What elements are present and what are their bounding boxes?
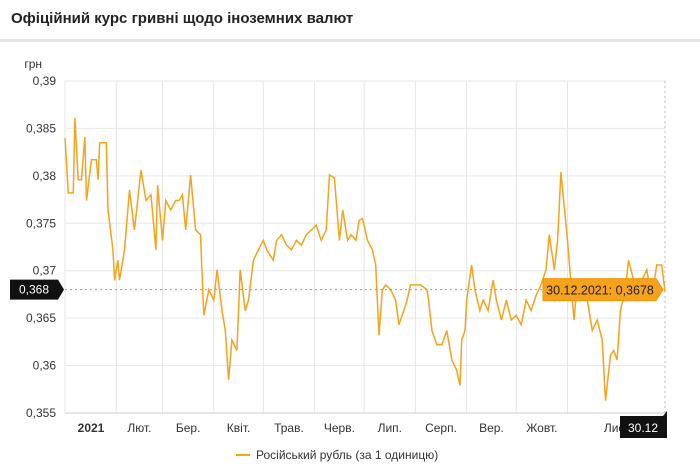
x-tick-label: Квіт.	[227, 421, 251, 435]
y-tick-label: 0,37	[33, 264, 57, 278]
x-crosshair-label-box	[620, 411, 667, 438]
x-tick-label: Жовт.	[526, 421, 557, 435]
y-tick-label: 0,375	[26, 216, 56, 230]
y-crosshair-label: 0,368	[19, 283, 49, 297]
x-tick-label: 2021	[78, 421, 105, 435]
x-crosshair-label: 30.12	[628, 421, 658, 435]
y-tick-label: 0,38	[33, 169, 57, 183]
x-tick-label: Вер.	[479, 421, 504, 435]
legend-swatch	[236, 454, 250, 456]
x-tick-label: Лют.	[127, 421, 151, 435]
x-tick-label: Серп.	[425, 421, 457, 435]
y-tick-label: 0,39	[33, 74, 57, 88]
y-tick-label: 0,365	[26, 311, 56, 325]
tooltip-text: 30.12.2021: 0,3678	[546, 284, 654, 298]
legend-item-rub[interactable]: Російський рубль (за 1 одиницю)	[236, 448, 438, 462]
x-tick-label: Бер.	[176, 421, 201, 435]
legend-label: Російський рубль (за 1 одиницю)	[256, 448, 439, 462]
y-tick-label: 0,36	[33, 359, 57, 373]
tooltip-box	[542, 278, 664, 302]
x-tick-label: Лип.	[378, 421, 402, 435]
y-tick-label: 0,385	[26, 121, 56, 135]
y-axis-unit: грн	[24, 57, 42, 71]
x-tick-label: Черв.	[324, 421, 355, 435]
x-tick-label: Трав.	[274, 421, 304, 435]
page-title: Офіційний курс гривні щодо іноземних вал…	[11, 10, 354, 27]
y-tick-label: 0,355	[26, 406, 56, 420]
series-line-rub	[64, 117, 666, 401]
header-divider	[0, 39, 700, 42]
y-crosshair-label-box	[10, 279, 64, 300]
